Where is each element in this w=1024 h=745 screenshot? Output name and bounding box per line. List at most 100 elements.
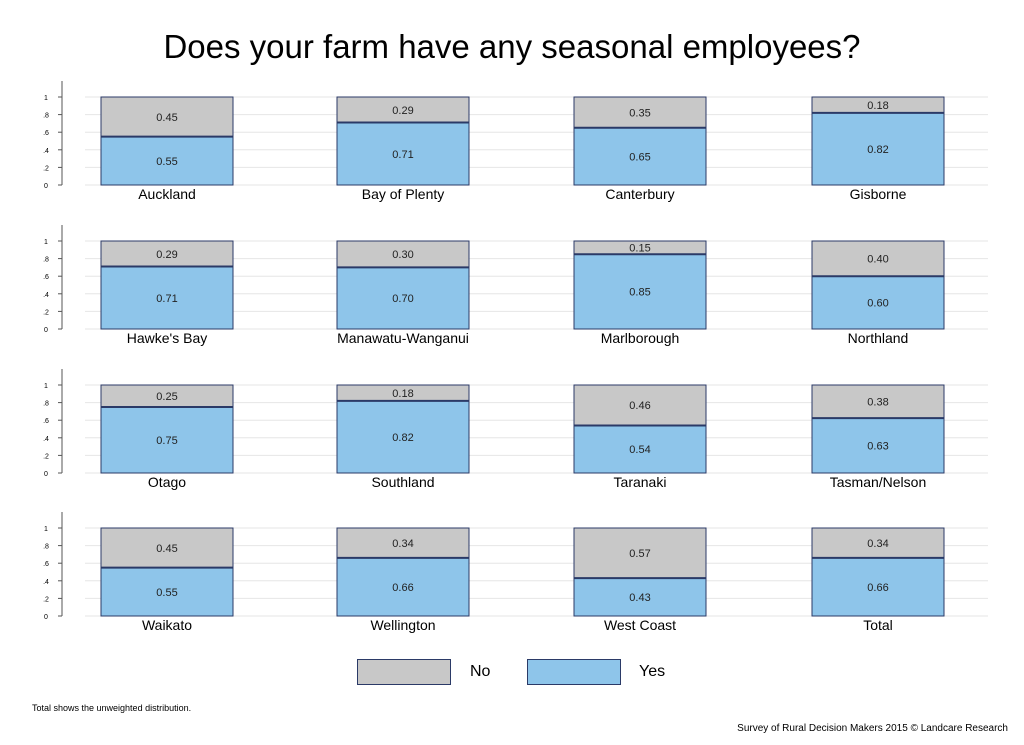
bar-segment-yes [811,275,945,330]
y-tick-label: 1 [44,526,48,533]
bar-segment-no [336,96,470,124]
bar-segment-no [100,527,234,569]
y-tick-label: 1 [44,383,48,390]
data-label-yes: 0.85 [629,287,650,299]
y-tick-label: .8 [43,257,49,264]
category-label: Tasman/Nelson [830,474,927,490]
y-tick-label: .2 [43,165,49,172]
data-label-no: 0.46 [629,400,650,412]
bar-segment-no [573,96,707,129]
bar-segment-yes [811,417,945,474]
chart-area: 0 .2 .4 .6 .8 1 0.45 0.55 Auckland 0.29 0.71 Bay of… [43,81,988,633]
y-tick-label: 1 [44,239,48,246]
category-label: Auckland [138,186,196,202]
y-tick-label: .4 [43,436,49,443]
data-label-yes: 0.71 [156,293,177,305]
category-label: Southland [371,474,434,490]
bar-segment-yes [573,424,707,474]
y-tick-label: 0 [44,327,48,334]
y-tick-label: .6 [43,130,49,137]
y-tick-label: .6 [43,274,49,281]
data-label-yes: 0.60 [867,298,888,310]
legend-label-no: No [470,663,491,680]
data-label-no: 0.18 [867,100,888,112]
bar-segment-yes [573,577,707,617]
y-tick-label: 0 [44,471,48,478]
data-label-yes: 0.55 [156,587,177,599]
bar-segment-no [573,527,707,579]
bar-segment-yes [573,253,707,330]
data-label-yes: 0.66 [392,582,413,594]
y-tick-label: .8 [43,113,49,120]
legend-label-yes: Yes [639,663,666,680]
category-label: Taranaki [614,474,667,490]
bar-segment-yes [573,127,707,186]
y-tick-label: .2 [43,453,49,460]
data-label-yes: 0.43 [629,592,650,604]
y-tick-label: .2 [43,309,49,316]
data-label-yes: 0.71 [392,149,413,161]
data-label-yes: 0.82 [867,144,888,156]
category-label: Manawatu-Wanganui [337,330,469,346]
y-tick-label: 0 [44,614,48,621]
category-label: Total [863,617,893,633]
data-label-no: 0.30 [392,249,413,261]
y-tick-label: .2 [43,596,49,603]
category-label: Otago [148,474,186,490]
bar-segment-no [336,240,470,268]
y-tick-label: .4 [43,148,49,155]
bar-segment-yes [336,557,470,617]
bar-segment-yes [336,400,470,474]
y-tick-label: 0 [44,183,48,190]
bar-segment-no [336,527,470,559]
y-tick-label: .6 [43,561,49,568]
bar-segment-no [811,240,945,277]
category-label: Waikato [142,617,192,633]
category-label: Northland [848,330,909,346]
y-tick-label: 1 [44,95,48,102]
bar-segment-yes [100,567,234,617]
y-tick-label: .6 [43,418,49,425]
data-label-yes: 0.54 [629,444,650,456]
bar-segment-no [100,240,234,268]
bar-segment-yes [100,136,234,186]
data-label-no: 0.29 [392,105,413,117]
data-label-no: 0.40 [867,254,888,266]
y-tick-label: .8 [43,401,49,408]
data-label-yes: 0.66 [867,582,888,594]
y-tick-label: .4 [43,292,49,299]
category-label: Marlborough [601,330,680,346]
data-label-no: 0.18 [392,388,413,400]
data-label-no: 0.15 [629,243,650,255]
legend: No Yes [357,657,677,689]
data-label-no: 0.45 [156,543,177,555]
category-label: West Coast [604,617,676,633]
category-label: Wellington [370,617,435,633]
data-label-yes: 0.55 [156,156,177,168]
data-label-no: 0.34 [392,538,413,550]
category-label: Hawke's Bay [127,330,207,346]
bar-segment-yes [811,557,945,617]
y-tick-label: .4 [43,579,49,586]
data-label-no: 0.38 [867,397,888,409]
data-label-no: 0.57 [629,548,650,560]
y-tick-label: .8 [43,544,49,551]
bar-segment-yes [336,266,470,330]
data-label-yes: 0.70 [392,293,413,305]
data-label-no: 0.25 [156,391,177,403]
data-label-yes: 0.75 [156,435,177,447]
data-label-yes: 0.63 [867,441,888,453]
legend-swatch-no [357,659,451,685]
legend-item-no: No [357,657,517,687]
bar-segment-yes [336,122,470,186]
bar-segment-yes [811,112,945,186]
data-label-no: 0.34 [867,538,888,550]
category-label: Canterbury [605,186,674,202]
category-label: Gisborne [850,186,907,202]
data-label-no: 0.35 [629,107,650,119]
bar-segment-no [573,384,707,426]
data-label-no: 0.45 [156,112,177,124]
legend-swatch-yes [527,659,621,685]
bar-segment-no [811,527,945,559]
chart-title: Does your farm have any seasonal employe… [163,28,861,65]
